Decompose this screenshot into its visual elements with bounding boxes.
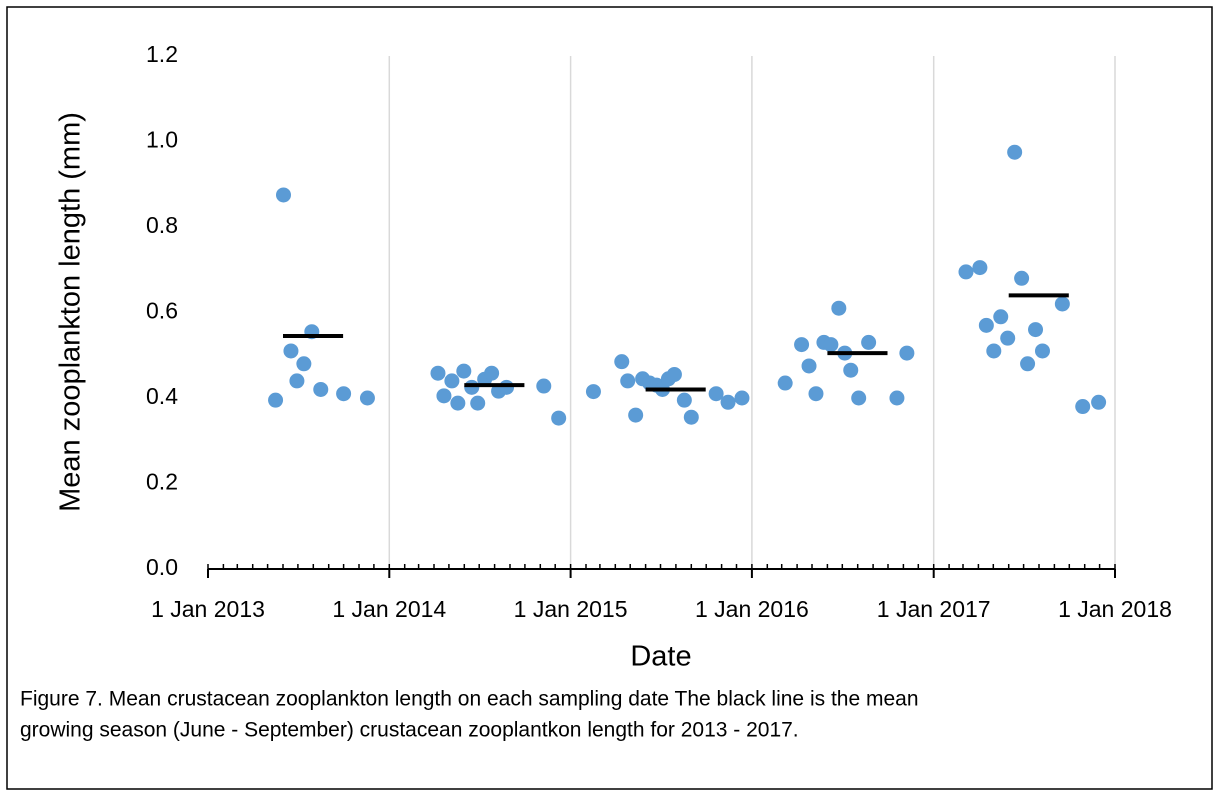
data-point [289,373,305,389]
data-point [777,375,793,391]
y-tick-label: 0.6 [146,298,178,324]
data-point [470,395,486,411]
y-tick-label: 0.2 [146,469,178,495]
data-point [450,395,466,411]
data-point [676,392,692,408]
data-point [359,390,375,406]
data-point [585,384,601,400]
data-point [986,343,1002,359]
caption-line: growing season (June - September) crusta… [20,719,799,742]
data-point [436,388,452,404]
caption-line: Figure 7. Mean crustacean zooplankton le… [20,688,919,711]
x-tick-label: 1 Jan 2016 [695,596,809,622]
data-point [430,365,446,381]
data-point [843,362,859,378]
data-point [296,356,312,372]
data-point [628,407,644,423]
data-point [1028,322,1044,338]
x-tick-label: 1 Jan 2014 [332,596,446,622]
y-tick-label: 0.0 [146,554,178,580]
data-point [620,373,636,389]
x-tick-label: 1 Jan 2013 [151,596,265,622]
data-point [484,365,500,381]
data-point [276,187,292,203]
data-point [1075,399,1091,415]
data-point [456,363,472,379]
data-point [958,264,974,280]
data-point [1034,343,1050,359]
y-tick-label: 1.0 [146,127,178,153]
data-point [801,358,817,374]
data-point [1014,270,1030,286]
data-point [336,386,352,402]
data-point [708,386,724,402]
x-tick-label: 1 Jan 2015 [514,596,628,622]
data-point [614,354,630,370]
x-tick-label: 1 Jan 2017 [877,596,991,622]
data-point [861,334,877,350]
data-point [978,317,994,333]
data-point [823,337,839,353]
x-axis-title: Date [630,641,691,673]
x-tick-label: 1 Jan 2018 [1058,596,1172,622]
data-point [808,386,824,402]
data-point [1091,394,1107,410]
data-point [889,390,905,406]
data-point [683,409,699,425]
data-point [1000,330,1016,346]
data-point [551,410,567,426]
data-point [464,379,480,395]
data-point [720,394,736,410]
data-point [851,390,867,406]
figure-frame [6,6,1213,790]
y-tick-label: 0.8 [146,212,178,238]
data-point [268,392,284,408]
data-point [899,345,915,361]
data-point [1007,144,1023,160]
data-point [536,378,552,394]
data-point [444,373,460,389]
data-point [283,343,299,359]
data-point [972,260,988,276]
y-axis-title: Mean zooplankton length (mm) [55,112,87,512]
data-point [794,337,810,353]
data-point [831,300,847,316]
data-point [734,390,750,406]
data-point [666,366,682,382]
data-point [1020,356,1036,372]
data-point [993,309,1009,325]
data-point [313,381,329,397]
y-tick-label: 1.2 [146,41,178,67]
y-tick-label: 0.4 [146,383,178,409]
data-point [499,379,515,395]
data-point [1054,296,1070,312]
